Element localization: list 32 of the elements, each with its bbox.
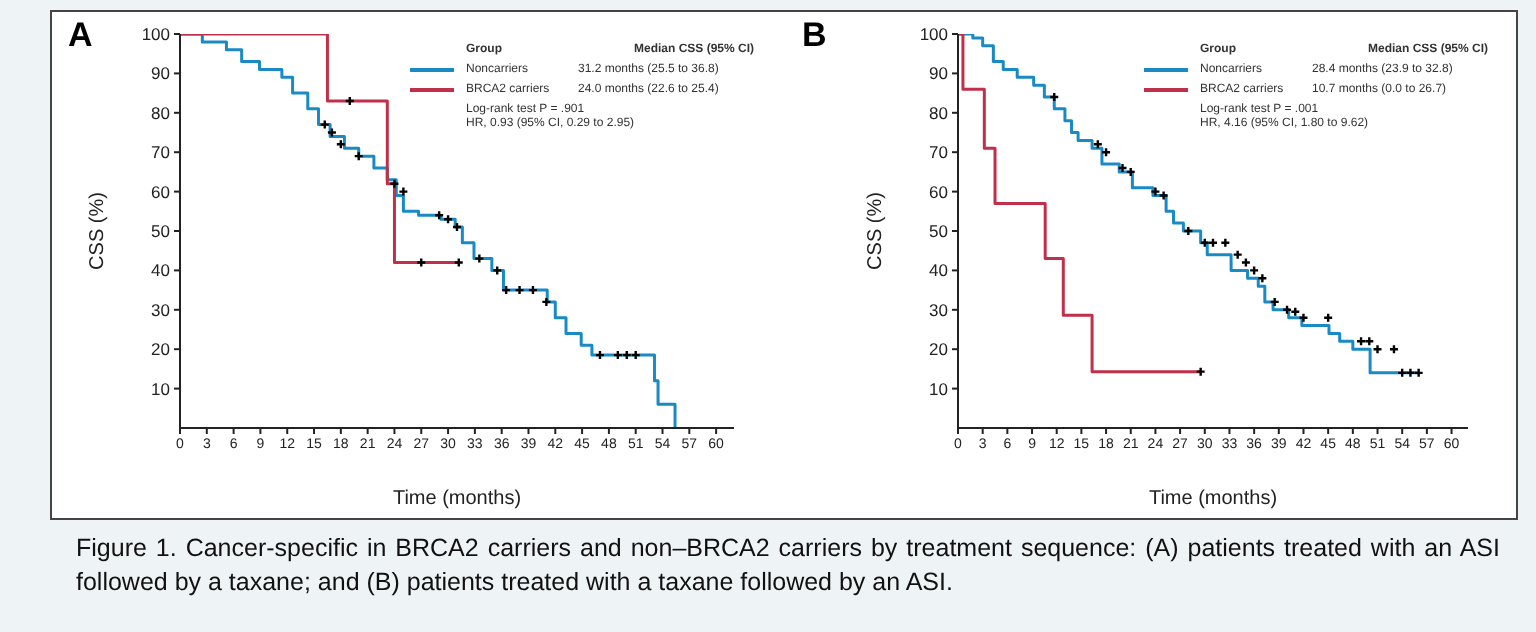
y-tick-label: 40 (151, 260, 171, 281)
chart-title: B (802, 16, 827, 56)
y-tick-label: 70 (929, 142, 949, 163)
point (1195, 366, 1206, 377)
y-tick-label: 20 (929, 339, 949, 360)
y-tick-label: 50 (151, 221, 171, 242)
y-tick-label: 80 (151, 102, 171, 123)
point (1158, 190, 1169, 201)
y-tick-label: 50 (929, 221, 949, 242)
x-axis-title: Time (months) (1148, 488, 1278, 510)
y-tick-label: 10 (929, 378, 949, 399)
y-tick-label: 40 (929, 260, 949, 281)
y-tick-label: 70 (151, 142, 171, 163)
y-axis-title: CSS (%) (865, 192, 888, 270)
y-tick-label: 90 (151, 63, 171, 84)
y-tick-label: 30 (929, 299, 949, 320)
x-axis-title: Time (months) (392, 488, 522, 510)
y-tick-label: 100 (141, 24, 171, 45)
point (1298, 312, 1309, 323)
y-tick-label: 30 (151, 299, 171, 320)
point (1150, 186, 1161, 197)
y-tick-label: 80 (929, 102, 949, 123)
chart-title: A (68, 16, 93, 56)
y-tick-label: 20 (151, 339, 171, 360)
y-tick-label: 100 (919, 24, 949, 45)
y-tick-label: 90 (929, 63, 949, 84)
point (474, 253, 485, 264)
y-tick-label: 60 (929, 181, 949, 202)
y-tick-label: 10 (151, 378, 171, 399)
caption: Figure 1. Cancer-specific in BRCA2 carriers and non–BRCA2 carriers by treatment sequence: (A) patients treated with an ASI followed by a taxane; and (B) patients treated with a taxane followed by an ASI. (76, 532, 1500, 600)
y-tick-label: 60 (151, 181, 171, 202)
y-axis-title: CSS (%) (87, 192, 110, 270)
